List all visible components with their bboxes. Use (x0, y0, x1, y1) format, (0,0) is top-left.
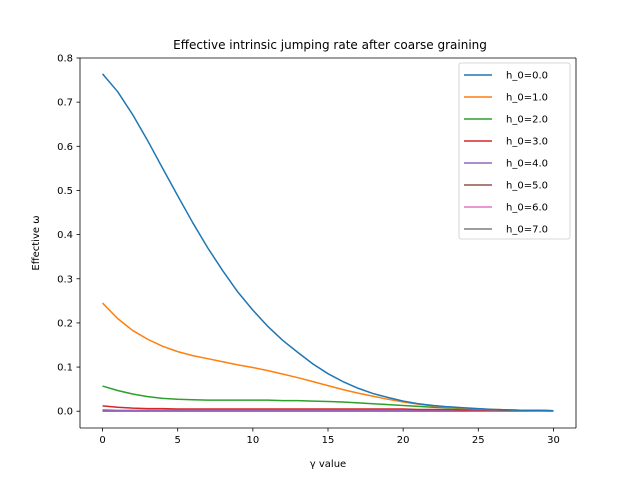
y-tick-label: 0.4 (57, 230, 73, 241)
legend-label-2: h_0=2.0 (506, 115, 548, 126)
x-tick-label: 15 (322, 435, 335, 446)
series-line-0 (101, 73, 554, 412)
x-tick-label: 30 (547, 435, 560, 446)
legend: h_0=0.0 h_0=1.0 h_0=2.0 h_0=3.0 h_0=4.0 h_0=5… (458, 62, 571, 240)
series-layer (101, 73, 554, 412)
y-tick-label: 0.3 (57, 274, 73, 285)
legend-label-5: h_0=5.0 (506, 181, 548, 192)
legend-label-0: h_0=0.0 (506, 71, 548, 82)
series-line-4 (102, 409, 554, 412)
x-tick-label: 20 (397, 435, 410, 446)
y-tick-label: 0.8 (57, 54, 73, 65)
y-tick-label: 0.7 (57, 98, 73, 109)
x-tick-label: 25 (472, 435, 485, 446)
chart-title: Effective intrinsic jumping rate after c… (173, 38, 487, 52)
y-tick-label: 0.6 (57, 142, 73, 153)
x-axis-ticks: 0 5 10 15 20 25 30 (99, 428, 560, 446)
legend-label-4: h_0=4.0 (506, 159, 548, 170)
legend-label-6: h_0=6.0 (506, 203, 548, 214)
x-tick-label: 10 (246, 435, 259, 446)
legend-label-1: h_0=1.0 (506, 93, 548, 104)
y-axis-label: Effective ω (31, 215, 42, 270)
series-line-3 (102, 405, 554, 412)
y-tick-label: 0.2 (57, 318, 73, 329)
legend-label-3: h_0=3.0 (506, 137, 548, 148)
legend-label-7: h_0=7.0 (506, 225, 548, 236)
legend-box (458, 62, 571, 240)
x-axis-label: γ value (310, 459, 346, 470)
x-tick-label: 5 (175, 435, 181, 446)
y-tick-label: 0.0 (57, 407, 73, 418)
y-tick-label: 0.1 (57, 363, 73, 374)
x-tick-label: 0 (99, 435, 105, 446)
y-axis-ticks: 0.0 0.1 0.2 0.3 0.4 0.5 0.6 0.7 0.8 (57, 54, 80, 418)
y-tick-label: 0.5 (57, 186, 73, 197)
